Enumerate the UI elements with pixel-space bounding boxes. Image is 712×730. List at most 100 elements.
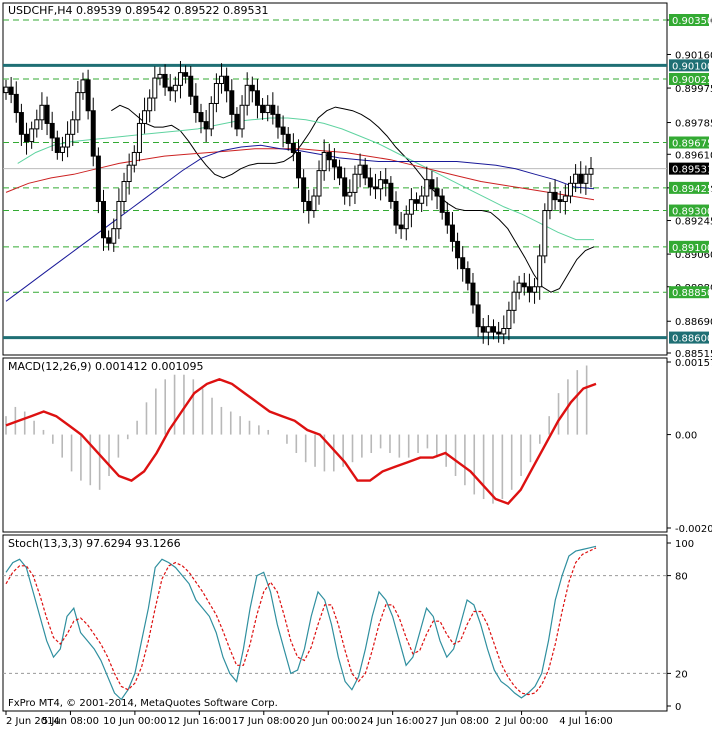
candle-bullish xyxy=(213,83,219,104)
candle-bullish xyxy=(147,97,153,112)
candle-bullish xyxy=(70,119,76,135)
level-badge-dashed: 0.89425 xyxy=(672,184,712,195)
candle-bearish xyxy=(54,137,60,153)
candle-bearish xyxy=(491,326,496,333)
candle-bullish xyxy=(403,213,409,230)
stochastic-lines xyxy=(5,545,597,701)
candle-bullish xyxy=(583,173,589,184)
candle-bearish xyxy=(306,200,312,212)
candle-bullish xyxy=(3,86,9,94)
candle-bearish xyxy=(388,182,394,202)
stochastic-panel[interactable]: 100 80 20 0 Stoch(13,3,3) 97.6294 93.1266 F… xyxy=(2,534,694,713)
candle-bullish xyxy=(516,282,522,293)
candle-bearish xyxy=(290,142,296,153)
stochastic-tick-label: 100 xyxy=(675,539,694,550)
candle-bullish xyxy=(316,170,322,197)
candle-bearish xyxy=(449,224,455,242)
price-panel-frame xyxy=(2,2,668,356)
current-price-badge-background xyxy=(669,162,709,175)
candle-bullish xyxy=(152,77,158,99)
candle-bullish xyxy=(142,110,148,124)
candle-bearish xyxy=(275,113,281,128)
candle-bearish xyxy=(521,282,527,288)
stochastic-panel-frame xyxy=(2,534,668,712)
candle-bearish xyxy=(444,211,450,226)
macd-panel-frame xyxy=(2,357,668,533)
candle-bullish xyxy=(29,128,35,143)
candle-bullish xyxy=(111,228,117,244)
candle-bullish xyxy=(80,79,86,94)
candle-bearish xyxy=(8,86,14,95)
candle-bearish xyxy=(296,151,301,179)
candle-bullish xyxy=(542,210,548,257)
candle-bullish xyxy=(34,119,40,130)
candle-bullish xyxy=(136,122,142,153)
candle-bearish xyxy=(18,112,24,135)
time-tick-label: 24 Jun 16:00 xyxy=(361,716,425,727)
candle-bearish xyxy=(85,79,91,112)
price-tick-label: 0.89975 xyxy=(675,84,712,95)
candle-bearish xyxy=(470,282,476,306)
time-tick-label: 5 Jun 08:00 xyxy=(42,716,99,727)
candle-bearish xyxy=(13,93,19,114)
macd-panel[interactable]: 0.001576 0.00 -0.002029 MACD(12,26,9) 0.00… xyxy=(2,357,712,535)
level-badge-dashed-background xyxy=(669,286,709,299)
macd-signal-line xyxy=(5,378,597,506)
level-badge-dashed: 0.89100 xyxy=(672,243,712,254)
moving-average-line xyxy=(5,148,595,201)
candle-bullish xyxy=(424,179,430,197)
candle-bullish xyxy=(567,182,573,197)
candle-bearish xyxy=(439,195,445,213)
level-badge-thick: 0.88600 xyxy=(672,334,712,345)
candle-bearish xyxy=(270,104,276,115)
candle-bearish xyxy=(24,133,30,143)
level-badge-thick-background xyxy=(669,331,709,344)
candle-bearish xyxy=(106,237,112,244)
stochastic-main-line xyxy=(5,545,597,701)
candle-bearish xyxy=(552,191,558,201)
candle-bearish xyxy=(95,155,101,202)
candle-bearish xyxy=(429,179,435,190)
candle-bullish xyxy=(506,309,512,330)
level-badge-thick-background xyxy=(669,59,709,72)
candle-bearish xyxy=(526,286,532,293)
candle-bullish xyxy=(157,73,163,79)
candle-bearish xyxy=(260,104,266,114)
level-badge-thick: 0.90100 xyxy=(672,61,712,72)
candle-bearish xyxy=(90,110,96,157)
candle-bullish xyxy=(208,102,214,130)
candle-bullish xyxy=(532,286,538,293)
price-levels xyxy=(3,19,667,340)
candle-bullish xyxy=(244,84,250,106)
candle-bullish xyxy=(419,195,425,204)
time-tick-label: 12 Jun 16:00 xyxy=(168,716,232,727)
candle-bullish xyxy=(219,75,225,85)
time-tick-label: 17 Jun 08:00 xyxy=(232,716,296,727)
candle-bullish xyxy=(126,164,132,183)
level-badge-dashed-background xyxy=(669,181,709,194)
copyright-text: FxPro MT4, © 2001-2014, MetaQuotes Softw… xyxy=(8,698,278,709)
time-tick-label: 20 Jun 00:00 xyxy=(296,716,360,727)
candle-bearish xyxy=(198,112,204,123)
candle-bearish xyxy=(367,177,373,188)
candle-bullish xyxy=(59,146,65,153)
candle-bearish xyxy=(455,240,461,259)
candle-bullish xyxy=(547,191,553,212)
candle-bearish xyxy=(362,164,368,179)
level-badge-dashed-background xyxy=(669,72,709,85)
candle-bearish xyxy=(44,104,50,124)
candle-bearish xyxy=(280,126,286,135)
candle-bearish xyxy=(331,159,337,168)
level-badge-dashed: 0.90025 xyxy=(672,75,712,86)
candle-bullish xyxy=(311,195,317,212)
level-badge-dashed: 0.88850 xyxy=(672,288,712,299)
moving-average-line xyxy=(111,104,595,293)
time-tick-label: 10 Jun 00:00 xyxy=(103,716,167,727)
level-badge-dashed-background xyxy=(669,136,709,149)
level-badge-dashed-background xyxy=(669,204,709,217)
candle-bearish xyxy=(342,177,348,197)
